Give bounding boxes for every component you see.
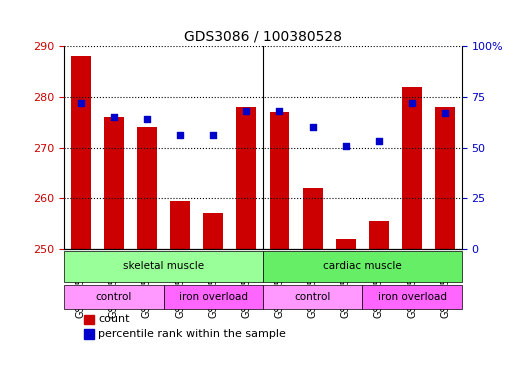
Text: count: count <box>98 314 129 324</box>
Text: iron overload: iron overload <box>378 292 446 302</box>
FancyBboxPatch shape <box>362 285 462 309</box>
Point <box>308 124 317 130</box>
Text: cardiac muscle: cardiac muscle <box>323 262 402 271</box>
Point <box>275 108 284 114</box>
Bar <box>104 117 124 249</box>
FancyBboxPatch shape <box>64 251 263 282</box>
Text: control: control <box>294 292 331 302</box>
Point <box>209 132 218 139</box>
Point <box>176 132 184 139</box>
Bar <box>303 188 323 249</box>
Point <box>76 100 85 106</box>
Bar <box>203 214 223 249</box>
Title: GDS3086 / 100380528: GDS3086 / 100380528 <box>184 30 342 43</box>
Text: control: control <box>95 292 132 302</box>
Bar <box>369 221 389 249</box>
Point <box>342 142 350 149</box>
Bar <box>71 56 91 249</box>
Point <box>110 114 118 120</box>
Bar <box>435 107 455 249</box>
Bar <box>236 107 256 249</box>
Bar <box>402 87 422 249</box>
Bar <box>137 127 157 249</box>
Text: percentile rank within the sample: percentile rank within the sample <box>98 329 286 339</box>
FancyBboxPatch shape <box>263 251 462 282</box>
Point <box>441 110 449 116</box>
Point <box>408 100 416 106</box>
FancyBboxPatch shape <box>164 285 263 309</box>
Bar <box>269 112 289 249</box>
Point <box>242 108 250 114</box>
FancyBboxPatch shape <box>64 285 164 309</box>
Bar <box>84 329 94 339</box>
Text: iron overload: iron overload <box>179 292 248 302</box>
Point <box>143 116 151 122</box>
Point <box>375 138 383 144</box>
Bar <box>170 201 190 249</box>
Bar <box>84 314 94 324</box>
Bar <box>336 239 356 249</box>
Text: skeletal muscle: skeletal muscle <box>123 262 204 271</box>
FancyBboxPatch shape <box>263 285 362 309</box>
